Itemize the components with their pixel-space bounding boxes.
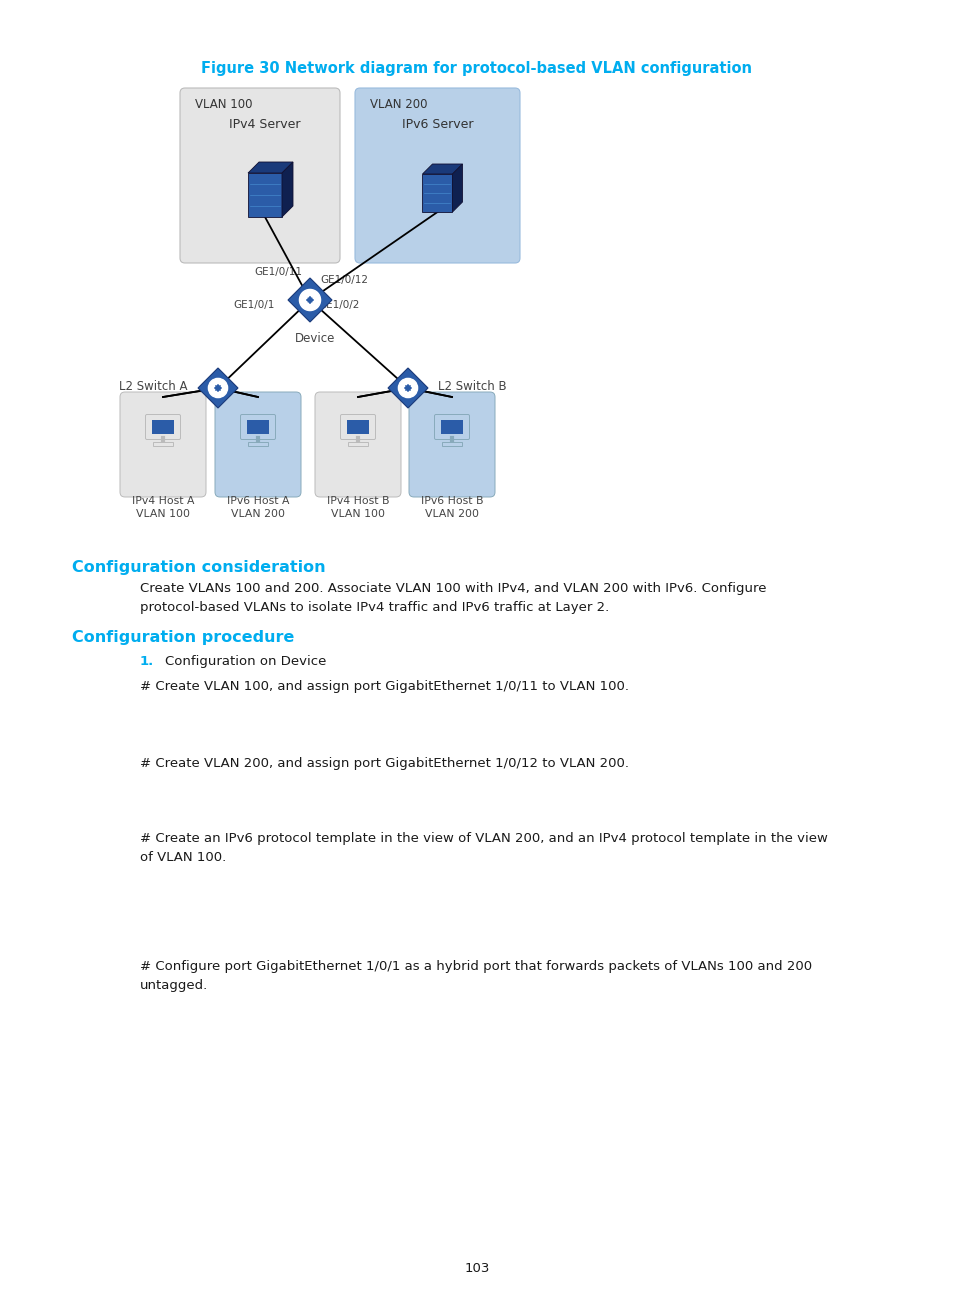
FancyBboxPatch shape (355, 88, 519, 263)
Text: 1.: 1. (140, 654, 154, 667)
Text: VLAN 100: VLAN 100 (136, 509, 190, 518)
FancyBboxPatch shape (248, 172, 282, 216)
FancyBboxPatch shape (314, 391, 400, 496)
Text: Configuration consideration: Configuration consideration (71, 560, 325, 575)
Circle shape (299, 289, 320, 311)
Text: IPv4 Host A: IPv4 Host A (132, 496, 194, 505)
Text: Configuration on Device: Configuration on Device (165, 654, 326, 667)
Circle shape (208, 378, 228, 398)
Text: VLAN 200: VLAN 200 (231, 509, 285, 518)
FancyBboxPatch shape (120, 391, 206, 496)
Text: Configuration procedure: Configuration procedure (71, 630, 294, 645)
FancyBboxPatch shape (441, 442, 461, 446)
Text: GE1/0/12: GE1/0/12 (319, 275, 368, 285)
FancyBboxPatch shape (409, 391, 495, 496)
Polygon shape (422, 165, 462, 174)
Text: 103: 103 (464, 1261, 489, 1274)
Text: # Create an IPv6 protocol template in the view of VLAN 200, and an IPv4 protocol: # Create an IPv6 protocol template in th… (140, 832, 827, 864)
Text: Device: Device (294, 332, 335, 345)
Circle shape (398, 378, 417, 398)
Text: # Configure port GigabitEthernet 1/0/1 as a hybrid port that forwards packets of: # Configure port GigabitEthernet 1/0/1 a… (140, 960, 811, 991)
FancyBboxPatch shape (434, 415, 469, 439)
Polygon shape (452, 165, 462, 213)
Text: Create VLANs 100 and 200. Associate VLAN 100 with IPv4, and VLAN 200 with IPv6. : Create VLANs 100 and 200. Associate VLAN… (140, 582, 765, 614)
Text: IPv6 Host A: IPv6 Host A (227, 496, 289, 505)
Text: Figure 30 Network diagram for protocol-based VLAN configuration: Figure 30 Network diagram for protocol-b… (201, 61, 752, 75)
FancyBboxPatch shape (152, 420, 174, 434)
Text: # Create VLAN 200, and assign port GigabitEthernet 1/0/12 to VLAN 200.: # Create VLAN 200, and assign port Gigab… (140, 757, 628, 770)
Polygon shape (288, 279, 332, 321)
FancyBboxPatch shape (146, 415, 180, 439)
Polygon shape (282, 162, 293, 216)
Text: GE1/0/11: GE1/0/11 (253, 267, 302, 277)
FancyBboxPatch shape (214, 391, 301, 496)
Text: IPv6 Server: IPv6 Server (401, 118, 473, 131)
Text: VLAN 200: VLAN 200 (424, 509, 478, 518)
FancyBboxPatch shape (347, 420, 369, 434)
FancyBboxPatch shape (152, 442, 172, 446)
Text: VLAN 100: VLAN 100 (331, 509, 385, 518)
Text: L2 Switch B: L2 Switch B (437, 380, 506, 393)
Text: IPv4 Host B: IPv4 Host B (327, 496, 389, 505)
Polygon shape (248, 162, 293, 172)
Text: VLAN 100: VLAN 100 (194, 98, 253, 111)
FancyBboxPatch shape (240, 415, 275, 439)
Text: GE1/0/1: GE1/0/1 (233, 299, 274, 310)
FancyBboxPatch shape (340, 415, 375, 439)
Text: IPv6 Host B: IPv6 Host B (420, 496, 483, 505)
FancyBboxPatch shape (247, 420, 269, 434)
Text: VLAN 200: VLAN 200 (370, 98, 427, 111)
Text: L2 Switch A: L2 Switch A (119, 380, 188, 393)
FancyBboxPatch shape (248, 442, 268, 446)
Text: # Create VLAN 100, and assign port GigabitEthernet 1/0/11 to VLAN 100.: # Create VLAN 100, and assign port Gigab… (140, 680, 628, 693)
FancyBboxPatch shape (440, 420, 463, 434)
FancyBboxPatch shape (422, 174, 452, 213)
Polygon shape (388, 368, 428, 408)
Text: IPv4 Server: IPv4 Server (229, 118, 300, 131)
FancyBboxPatch shape (180, 88, 339, 263)
Text: GE1/0/2: GE1/0/2 (317, 299, 359, 310)
Polygon shape (198, 368, 237, 408)
FancyBboxPatch shape (348, 442, 368, 446)
